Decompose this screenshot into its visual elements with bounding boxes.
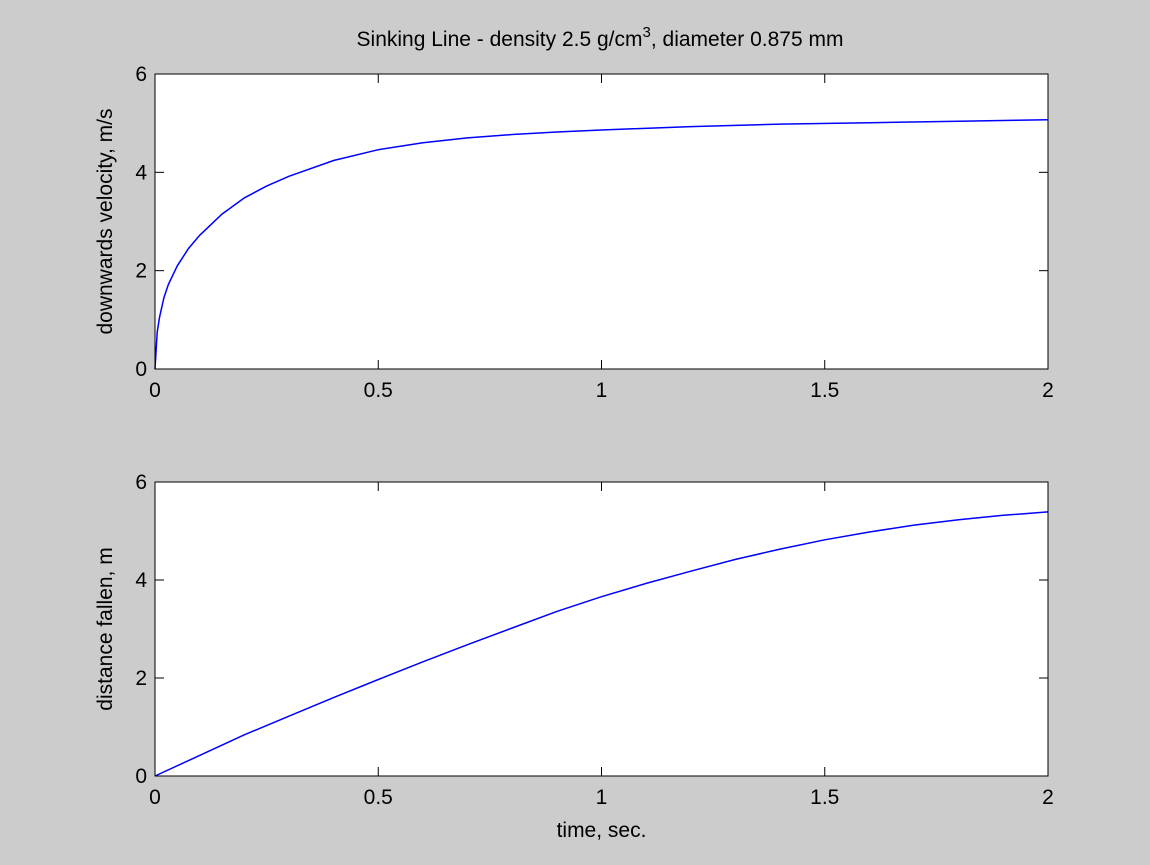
velocity-x-tick-label: 2	[1042, 379, 1054, 402]
distance-x-tick-label: 0.5	[364, 786, 393, 809]
velocity-x-tick-label: 0	[149, 379, 161, 402]
distance-x-tick-label: 1.5	[810, 786, 839, 809]
velocity-series-line	[154, 118, 1049, 370]
velocity-x-tick-label: 1	[596, 379, 608, 402]
velocity-y-tick-label: 4	[135, 161, 147, 184]
distance-y-tick-label: 6	[135, 471, 147, 494]
distance-y-tick-label: 0	[135, 765, 147, 788]
velocity-y-axis-label: downwards velocity, m/s	[94, 108, 117, 334]
distance-series-line	[154, 511, 1049, 777]
distance-y-tick-label: 4	[135, 569, 147, 592]
velocity-y-tick-label: 6	[135, 63, 147, 86]
velocity-subplot: 0 0.5 1 1.5 2 0 2 4 6 downwards velocity, m/s	[94, 63, 1054, 402]
distance-y-tick-label: 2	[135, 667, 147, 690]
title-superscript: 3	[643, 24, 651, 41]
distance-axes-area	[155, 482, 1048, 776]
velocity-y-tick-label: 2	[135, 260, 147, 283]
title-tail-text: , diameter 0.875 mm	[651, 28, 844, 51]
velocity-axes-area	[155, 74, 1048, 369]
distance-x-tick-label: 0	[149, 786, 161, 809]
velocity-x-tick-label: 0.5	[364, 379, 393, 402]
distance-subplot: 0 0.5 1 1.5 2 0 2 4 6 distance fallen, m time, sec…	[94, 471, 1054, 842]
time-x-axis-label: time, sec.	[557, 819, 647, 842]
title-main-text: Sinking Line - density 2.5 g/cm	[357, 28, 643, 51]
velocity-x-tick-label: 1.5	[810, 379, 839, 402]
figure-title: Sinking Line - density 2.5 g/cm3, diamet…	[357, 24, 844, 51]
distance-x-tick-label: 1	[596, 786, 608, 809]
velocity-y-tick-label: 0	[135, 358, 147, 381]
distance-y-axis-label: distance fallen, m	[94, 547, 117, 710]
distance-x-tick-label: 2	[1042, 786, 1054, 809]
